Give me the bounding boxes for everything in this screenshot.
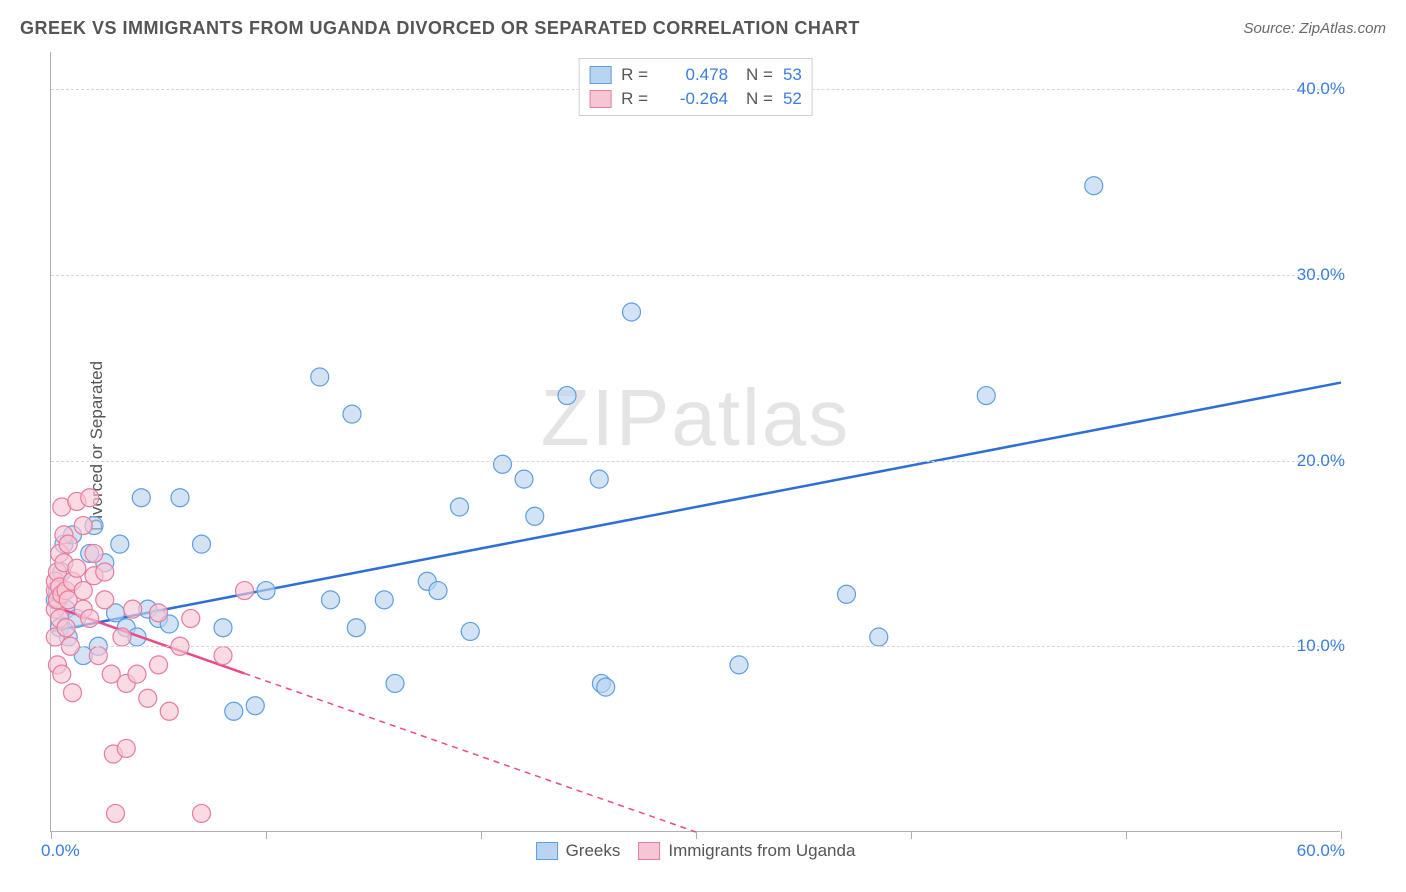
x-tick [266,831,267,839]
n-label: N = [746,89,773,109]
data-point [461,622,479,640]
gridline [51,275,1340,276]
x-tick [911,831,912,839]
data-point [128,665,146,683]
data-point [526,507,544,525]
data-point [590,470,608,488]
data-point [214,647,232,665]
data-point [74,517,92,535]
data-point [246,697,264,715]
data-point [193,535,211,553]
data-point [236,582,254,600]
x-start-label: 0.0% [41,841,80,861]
x-tick [51,831,52,839]
series-legend-item: Greeks [536,841,621,861]
series-legend-label: Greeks [566,841,621,861]
y-tick-label: 30.0% [1297,265,1345,285]
data-point [57,619,75,637]
data-point [182,609,200,627]
data-point [111,535,129,553]
data-point [53,665,71,683]
correlation-legend-row: R = 0.478 N = 53 [589,63,802,87]
data-point [64,684,82,702]
data-point [193,804,211,822]
data-point [113,628,131,646]
data-point [139,689,157,707]
data-point [429,582,447,600]
data-point [124,600,142,618]
series-legend-item: Immigrants from Uganda [638,841,855,861]
data-point [838,585,856,603]
data-point [257,582,275,600]
chart-plot-area: ZIPatlas R =0.478N =53R =-0.264N =52 Gre… [50,52,1340,832]
scatter-plot-svg [51,52,1340,831]
data-point [977,387,995,405]
data-point [68,559,86,577]
data-point [117,739,135,757]
data-point [730,656,748,674]
series-legend: Greeks Immigrants from Uganda [536,841,856,861]
legend-swatch [589,66,611,84]
data-point [597,678,615,696]
data-point [89,647,107,665]
data-point [870,628,888,646]
correlation-legend: R = 0.478 N = 53 R = -0.264 N = 52 [578,58,813,116]
source-label: Source: ZipAtlas.com [1243,20,1386,37]
data-point [623,303,641,321]
chart-title: GREEK VS IMMIGRANTS FROM UGANDA DIVORCED… [20,18,860,39]
gridline [51,461,1340,462]
data-point [96,591,114,609]
r-value: 0.478 [658,65,728,85]
data-point [160,702,178,720]
data-point [451,498,469,516]
data-point [214,619,232,637]
x-tick [481,831,482,839]
legend-swatch [638,842,660,860]
r-label: R = [621,89,648,109]
data-point [515,470,533,488]
data-point [375,591,393,609]
data-point [494,455,512,473]
data-point [311,368,329,386]
data-point [96,563,114,581]
correlation-legend-row: R = -0.264 N = 52 [589,87,802,111]
r-value: -0.264 [658,89,728,109]
data-point [347,619,365,637]
data-point [558,387,576,405]
series-legend-label: Immigrants from Uganda [668,841,855,861]
y-tick-label: 40.0% [1297,79,1345,99]
data-point [386,674,404,692]
data-point [322,591,340,609]
data-point [225,702,243,720]
data-point [1085,177,1103,195]
data-point [85,544,103,562]
chart-header: GREEK VS IMMIGRANTS FROM UGANDA DIVORCED… [20,18,1386,39]
r-label: R = [621,65,648,85]
x-tick [696,831,697,839]
n-label: N = [746,65,773,85]
x-tick [1341,831,1342,839]
data-point [59,535,77,553]
legend-swatch [536,842,558,860]
legend-swatch [589,90,611,108]
n-value: 52 [783,89,802,109]
data-point [171,489,189,507]
data-point [81,489,99,507]
data-point [343,405,361,423]
gridline [51,646,1340,647]
x-tick [1126,831,1127,839]
data-point [107,804,125,822]
data-point [150,604,168,622]
data-point [74,582,92,600]
trend-line-extrapolated [245,673,697,832]
y-tick-label: 10.0% [1297,636,1345,656]
n-value: 53 [783,65,802,85]
y-tick-label: 20.0% [1297,451,1345,471]
data-point [81,609,99,627]
data-point [132,489,150,507]
x-end-label: 60.0% [1297,841,1345,861]
data-point [150,656,168,674]
